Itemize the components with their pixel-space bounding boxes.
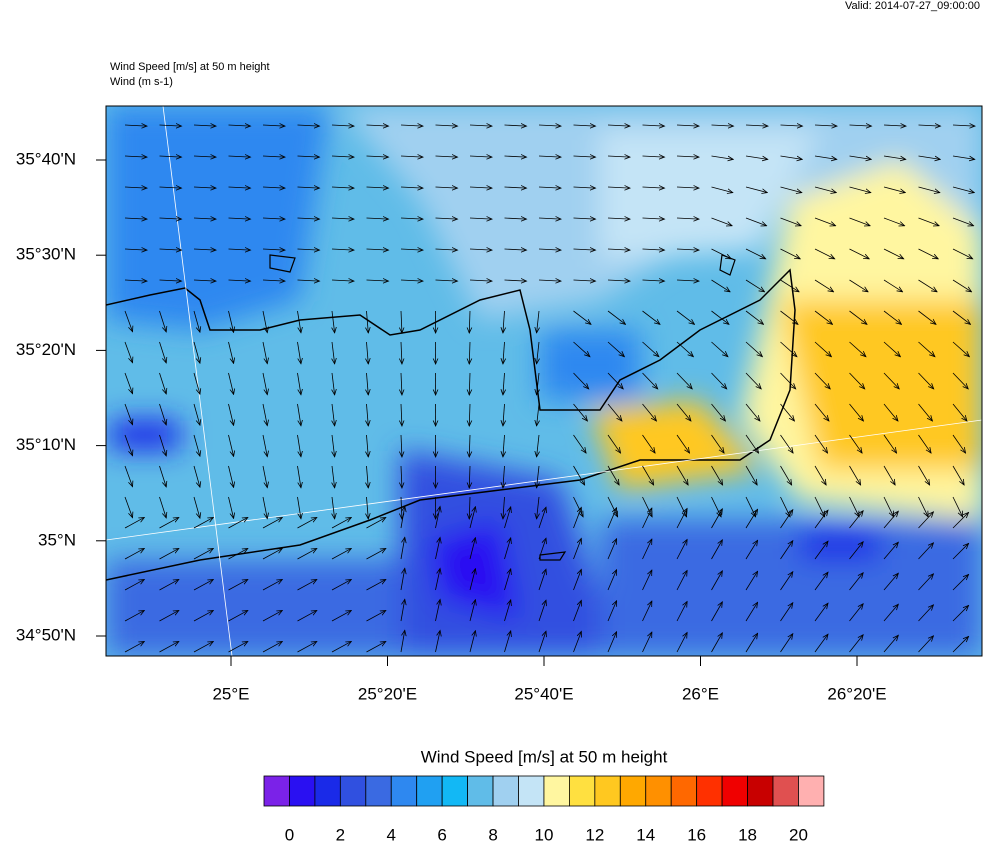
colorbar: 0 2 4 6 8 10 12 14 16 18 20 <box>264 776 824 844</box>
colorbar-swatch <box>468 776 493 806</box>
colorbar-swatch <box>417 776 442 806</box>
colorbar-label: 0 <box>285 825 294 844</box>
colorbar-label: 6 <box>437 825 446 844</box>
colorbar-swatch <box>442 776 467 806</box>
lat-label: 35°10'N <box>16 435 76 454</box>
colorbar-swatch <box>289 776 314 806</box>
colorbar-label: 16 <box>687 825 706 844</box>
colorbar-swatch <box>340 776 365 806</box>
lon-label: 25°20'E <box>358 684 417 703</box>
colorbar-swatch <box>798 776 823 806</box>
lat-labels: 35°40'N 35°30'N 35°20'N 35°10'N 35°N 34°50'N <box>16 149 106 644</box>
colorbar-swatch <box>697 776 722 806</box>
lat-label: 35°40'N <box>16 149 76 168</box>
colorbar-swatch <box>595 776 620 806</box>
lat-label: 34°50'N <box>16 625 76 644</box>
colorbar-label: 14 <box>636 825 655 844</box>
colorbar-swatch <box>671 776 696 806</box>
lat-label: 35°20'N <box>16 340 76 359</box>
colorbar-label: 4 <box>387 825 396 844</box>
colorbar-label: 10 <box>534 825 553 844</box>
colorbar-label: 12 <box>585 825 604 844</box>
colorbar-swatch <box>646 776 671 806</box>
colorbar-label: 20 <box>789 825 808 844</box>
lon-labels: 25°E 25°20'E 25°40'E 26°E 26°20'E <box>212 656 886 703</box>
lon-label: 26°E <box>682 684 719 703</box>
lon-label: 25°E <box>212 684 249 703</box>
colorbar-swatch <box>620 776 645 806</box>
colorbar-label: 8 <box>488 825 497 844</box>
lon-label: 25°40'E <box>514 684 573 703</box>
valid-time: Valid: 2014-07-27_09:00:00 <box>845 0 980 12</box>
lon-label: 26°20'E <box>827 684 886 703</box>
colorbar-swatch <box>391 776 416 806</box>
colorbar-swatch <box>366 776 391 806</box>
lat-label: 35°N <box>38 530 76 549</box>
colorbar-title: Wind Speed [m/s] at 50 m height <box>421 747 668 766</box>
colorbar-swatch <box>493 776 518 806</box>
vector-title: Wind (m s-1) <box>110 76 173 88</box>
lat-label: 35°30'N <box>16 245 76 264</box>
colorbar-swatch <box>264 776 289 806</box>
colorbar-swatch <box>569 776 594 806</box>
field-title: Wind Speed [m/s] at 50 m height <box>110 61 270 73</box>
colorbar-swatch <box>748 776 773 806</box>
colorbar-swatch <box>315 776 340 806</box>
colorbar-swatch <box>773 776 798 806</box>
colorbar-label: 18 <box>738 825 757 844</box>
colorbar-swatch <box>519 776 544 806</box>
map-field <box>106 106 982 656</box>
colorbar-swatch <box>544 776 569 806</box>
colorbar-swatch <box>722 776 747 806</box>
colorbar-label: 2 <box>336 825 345 844</box>
